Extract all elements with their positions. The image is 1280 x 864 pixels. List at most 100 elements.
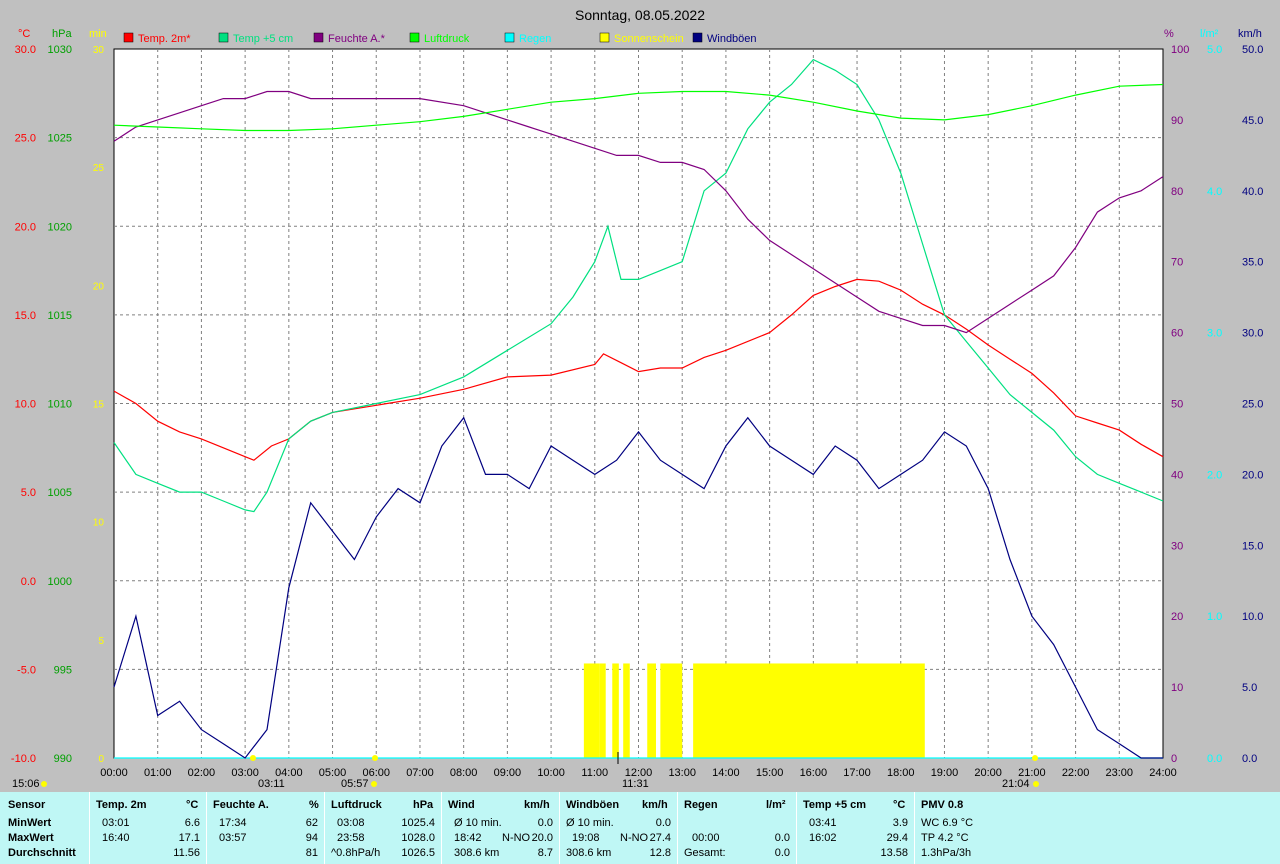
sunset-time: 21:04 [1002, 778, 1030, 790]
legend-swatch [599, 32, 610, 43]
legend-label: Temp. 2m* [138, 33, 191, 45]
sunrise-time: 05:57 [341, 778, 369, 790]
pressure-unit: hPa [413, 799, 434, 811]
stats-row-min: MinWert [8, 817, 52, 829]
sunshine-bar [660, 663, 683, 758]
pressure-avg-value: 1026.5 [401, 847, 435, 859]
humidity-tick-label: 60 [1171, 328, 1183, 340]
axis-ticks: 00:00 01:00 02:00 03:00 04:00 05:00 06:00 07:00… [11, 44, 1264, 779]
wind-avg10-label: Ø 10 min. [454, 817, 502, 829]
x-tick-label: 13:00 [668, 767, 696, 779]
x-tick-label: 22:00 [1062, 767, 1090, 779]
humidity-tick-label: 0 [1171, 753, 1177, 765]
x-tick-label: 19:00 [931, 767, 959, 779]
pmv-tp: TP 4.2 °C [921, 832, 969, 844]
stats-pmv-col: PMV 0.8 WC 6.9 °C TP 4.2 °C 1.3hPa/3h [914, 792, 1035, 864]
sunshine-bar [647, 663, 656, 758]
temp2m-max-value: 17.1 [178, 832, 200, 844]
pressure-title: Luftdruck [331, 799, 382, 811]
temp5cm-title: Temp +5 cm [803, 799, 867, 811]
stats-row-avg: Durchschnitt [8, 847, 76, 859]
pressure-max-time: 23:58 [337, 832, 365, 844]
rain-tick-label: 2.0 [1207, 469, 1222, 481]
sunshine-bars [583, 663, 925, 758]
pressure-tick-label: 1010 [48, 399, 72, 411]
sunshine-bar [599, 663, 606, 758]
wind-unit: km/h [524, 799, 550, 811]
temp5cm-max-value: 29.4 [886, 832, 908, 844]
temp2m-min-time: 03:01 [102, 817, 130, 829]
gusts-avg10-label: Ø 10 min. [566, 817, 614, 829]
temp5cm-unit: °C [893, 799, 906, 811]
rain-tick-label: 1.0 [1207, 611, 1222, 623]
pressure-max-value: 1028.0 [401, 832, 435, 844]
wind-tick-label: 15.0 [1242, 540, 1263, 552]
wind-distance: 308.6 km [454, 847, 500, 859]
legend-swatch [313, 32, 324, 43]
right-wind-unit: km/h [1238, 28, 1262, 40]
pressure-tick-label: 1030 [48, 44, 72, 56]
wind-max-dir: N-NO [502, 832, 531, 844]
rain-unit: l/m² [766, 799, 786, 811]
gusts-title: Windböen [566, 799, 620, 811]
gusts-unit: km/h [642, 799, 668, 811]
rain-title: Regen [684, 799, 718, 811]
temp-tick-label: 20.0 [15, 221, 36, 233]
temp2m-unit: °C [186, 799, 199, 811]
pressure-tick-label: 990 [54, 753, 72, 765]
left-min-unit: min [89, 28, 107, 40]
stats-row-max: MaxWert [8, 832, 54, 844]
statistics-panel: Sensor MinWert MaxWert Durchschnitt Temp… [0, 792, 1280, 864]
pressure-min-time: 03:08 [337, 817, 365, 829]
x-tick-label: 09:00 [494, 767, 522, 779]
sunshine-bar [623, 663, 630, 758]
x-tick-label: 16:00 [800, 767, 828, 779]
temp5cm-avg-value: 13.58 [880, 847, 908, 859]
stats-rain-col: Regen l/m² 00:00 0.0 Gesamt: 0.0 [677, 792, 796, 864]
gusts-distance: 308.6 km [566, 847, 612, 859]
x-tick-label: 02:00 [188, 767, 216, 779]
pressure-tick-label: 1025 [48, 133, 72, 145]
x-tick-label: 14:00 [712, 767, 740, 779]
legend: Temp. 2m* Temp +5 cm Feuchte A.* Luftdruck R… [123, 32, 757, 45]
tmin-time: 03:11 [258, 778, 285, 790]
wind-tick-label: 45.0 [1242, 115, 1263, 127]
wind-avg-value: 8.7 [537, 847, 553, 859]
temp2m-avg-value: 11.56 [173, 847, 200, 859]
right-rain-unit: l/m² [1200, 28, 1219, 40]
x-tick-label: 10:00 [537, 767, 565, 779]
series-line [113, 278, 1164, 461]
sunshine-bar [693, 663, 925, 758]
wind-tick-label: 25.0 [1242, 399, 1263, 411]
x-tick-label: 15:00 [756, 767, 784, 779]
minutes-tick-label: 20 [93, 281, 105, 292]
legend-swatch [409, 32, 420, 43]
temp-tick-label: 0.0 [21, 576, 36, 588]
temp-tick-label: 10.0 [15, 399, 36, 411]
rain-tick-label: 3.0 [1207, 328, 1222, 340]
x-tick-label: 00:00 [100, 767, 128, 779]
x-tick-label: 18:00 [887, 767, 915, 779]
gusts-avg-value: 12.8 [649, 847, 671, 859]
wind-tick-label: 5.0 [1242, 682, 1257, 694]
humidity-tick-label: 70 [1171, 257, 1183, 269]
legend-label: Luftdruck [424, 33, 470, 45]
temp5cm-min-value: 3.9 [892, 817, 908, 829]
temp5cm-min-time: 03:41 [809, 817, 837, 829]
x-tick-label: 06:00 [362, 767, 390, 779]
left-temp-unit: °C [18, 28, 30, 40]
x-tick-label: 24:00 [1149, 767, 1177, 779]
humidity-unit: % [309, 799, 319, 811]
legend-label: Feuchte A.* [328, 33, 386, 45]
chart-title: Sonntag, 08.05.2022 [575, 7, 705, 23]
rain-tick-label: 4.0 [1207, 186, 1222, 198]
pmv-trend: 1.3hPa/3h [921, 847, 972, 859]
left-bottom-sun-icon [41, 781, 47, 787]
x-tick-label: 05:00 [319, 767, 347, 779]
wind-tick-label: 40.0 [1242, 186, 1263, 198]
minutes-tick-label: 5 [98, 636, 104, 647]
rain-total-value: 0.0 [774, 847, 790, 859]
series-line [113, 416, 1163, 759]
sunrise-marker-icon [372, 755, 378, 761]
weather-chart: 00:00 01:00 02:00 03:00 04:00 05:00 06:00 07:00… [11, 7, 1264, 790]
